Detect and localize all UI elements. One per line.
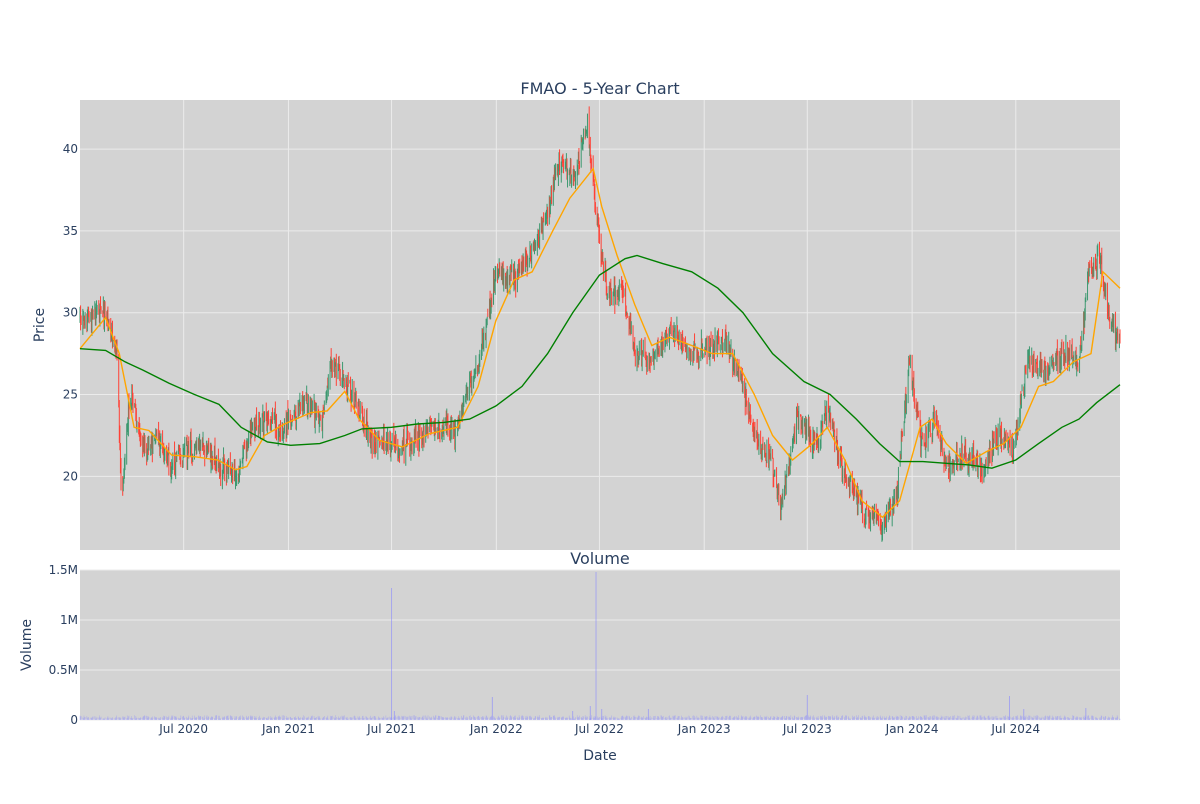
volume-y-tick-labels: 0 0.5M 1M 1.5M (49, 563, 78, 727)
volume-plot-background (80, 570, 1120, 720)
price-y-tick-label: 40 (63, 142, 78, 156)
volume-bars (79, 572, 1121, 720)
price-gridlines (80, 100, 1120, 550)
price-y-tick-label: 20 (63, 469, 78, 483)
volume-y-tick-label: 0 (70, 713, 78, 727)
price-candlesticks (79, 106, 1121, 542)
x-tick-label: Jul 2020 (158, 722, 208, 736)
price-y-tick-label: 35 (63, 224, 78, 238)
volume-chart-title: Volume (570, 549, 630, 568)
x-tick-label: Jan 2021 (261, 722, 315, 736)
x-axis-tick-labels: Jul 2020 Jan 2021 Jul 2021 Jan 2022 Jul 2022… (158, 722, 1040, 736)
x-tick-label: Jan 2024 (885, 722, 939, 736)
price-chart-title: FMAO - 5-Year Chart (520, 79, 679, 98)
volume-y-axis-label: Volume (19, 619, 35, 671)
long-moving-average-line (79, 254, 1121, 469)
x-tick-label: Jan 2023 (677, 722, 731, 736)
x-tick-label: Jan 2022 (469, 722, 523, 736)
x-tick-label: Jul 2021 (366, 722, 416, 736)
x-axis-label: Date (583, 748, 616, 764)
x-tick-label: Jul 2022 (574, 722, 624, 736)
short-moving-average-line (79, 167, 1121, 519)
volume-gridlines (80, 569, 1120, 721)
price-y-axis-label: Price (32, 308, 48, 342)
volume-y-tick-label: 1M (60, 613, 78, 627)
price-y-tick-label: 30 (63, 306, 78, 320)
price-plot-background (80, 100, 1120, 550)
price-y-tick-labels: 20 25 30 35 40 (63, 142, 78, 483)
price-y-tick-label: 25 (63, 388, 78, 402)
volume-y-tick-label: 0.5M (49, 663, 78, 677)
volume-y-tick-label: 1.5M (49, 563, 78, 577)
moving-average-lines (79, 167, 1121, 519)
x-tick-label: Jul 2024 (990, 722, 1040, 736)
x-tick-label: Jul 2023 (782, 722, 832, 736)
